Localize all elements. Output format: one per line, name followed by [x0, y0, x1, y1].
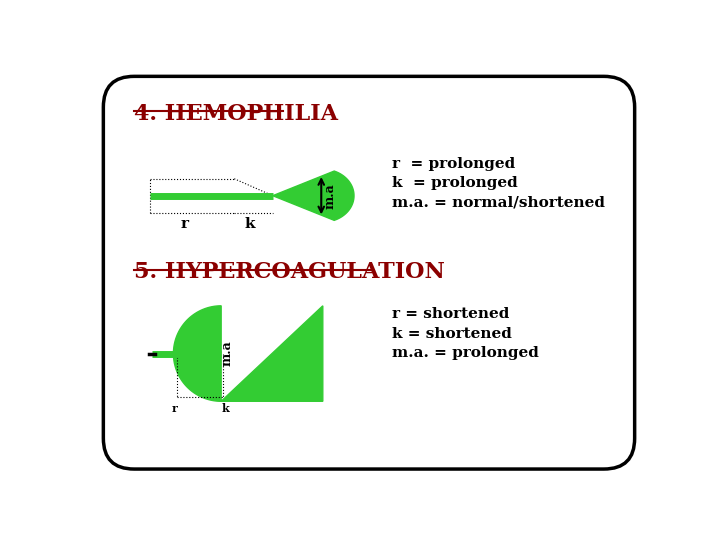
Text: m.a. = prolonged: m.a. = prolonged — [392, 346, 539, 360]
Text: k: k — [244, 217, 255, 231]
Text: k = shortened: k = shortened — [392, 327, 512, 341]
FancyBboxPatch shape — [104, 76, 634, 469]
Text: 4. HEMOPHILIA: 4. HEMOPHILIA — [134, 103, 338, 125]
Text: m.a: m.a — [323, 183, 336, 208]
Text: r: r — [172, 403, 178, 414]
Text: m.a. = normal/shortened: m.a. = normal/shortened — [392, 195, 605, 210]
Text: r: r — [180, 217, 188, 231]
Text: m.a: m.a — [221, 341, 234, 367]
Text: r  = prolonged: r = prolonged — [392, 157, 516, 171]
Polygon shape — [273, 171, 354, 220]
Text: k: k — [222, 403, 230, 414]
Polygon shape — [174, 306, 323, 401]
Text: r = shortened: r = shortened — [392, 307, 510, 321]
Text: 5. HYPERCOAGULATION: 5. HYPERCOAGULATION — [134, 261, 445, 283]
Text: k  = prolonged: k = prolonged — [392, 177, 518, 191]
